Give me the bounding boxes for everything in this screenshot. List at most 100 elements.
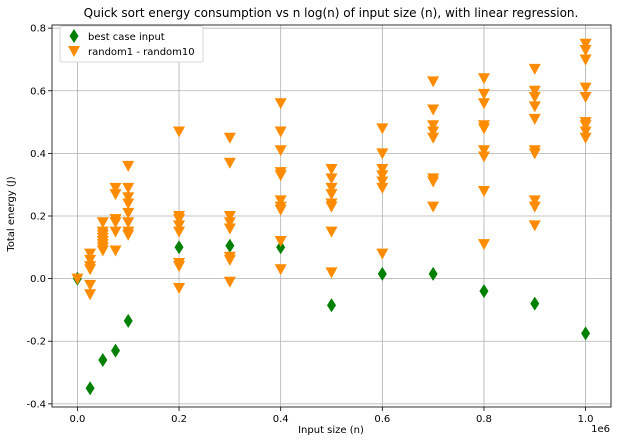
data-point-best-case	[581, 326, 591, 341]
data-point-random	[376, 248, 389, 260]
data-point-random	[528, 85, 541, 97]
data-point-random	[477, 145, 490, 157]
data-point-random	[84, 248, 97, 260]
axis-ticks: 0.0 0.2 0.4 0.6 0.8 1.0 -0.4 -0.2 0.0 0.2 0.4 0.6 0.…	[26, 24, 593, 425]
data-point-random	[376, 148, 389, 160]
data-point-random	[477, 239, 490, 251]
data-point-random	[477, 151, 490, 163]
data-point-best-case	[479, 284, 489, 299]
data-point-random	[274, 126, 287, 138]
x-tick-label: 1.0	[578, 414, 594, 425]
data-point-random	[579, 45, 592, 57]
y-tick-label: -0.4	[26, 399, 46, 410]
data-point-random	[96, 239, 109, 251]
x-axis-offset-label: 1e6	[591, 424, 610, 435]
data-point-best-case	[174, 240, 184, 255]
legend-marker-best-case	[69, 29, 79, 43]
data-point-random	[579, 54, 592, 66]
data-point-best-case	[276, 240, 286, 255]
data-point-random	[109, 226, 122, 238]
data-point-best-case	[327, 298, 336, 313]
data-point-random	[84, 289, 97, 301]
data-point-random	[376, 182, 389, 194]
data-point-random	[96, 229, 109, 241]
data-point-random	[173, 261, 186, 273]
data-point-best-case	[428, 266, 438, 281]
data-point-best-case	[377, 266, 387, 281]
data-point-random	[173, 126, 186, 138]
data-point-random	[223, 217, 236, 229]
data-point-random	[579, 82, 592, 94]
data-point-random	[477, 185, 490, 197]
y-tick-label: -0.2	[26, 337, 46, 348]
data-point-random	[173, 220, 186, 232]
x-axis-label: Input size (n)	[298, 425, 364, 436]
data-point-random	[223, 211, 236, 222]
data-point-random	[122, 229, 135, 241]
data-point-random	[325, 189, 338, 201]
data-point-random	[376, 123, 389, 135]
y-tick-label: 0.6	[30, 86, 46, 97]
data-point-best-case	[111, 343, 121, 358]
data-point-random	[325, 173, 338, 185]
data-point-random	[223, 132, 236, 144]
data-point-random	[579, 132, 592, 144]
data-point-random	[122, 160, 135, 172]
data-point-random	[109, 217, 122, 229]
data-point-random	[84, 279, 97, 291]
data-point-random	[84, 254, 97, 266]
legend-marker-random	[68, 46, 80, 57]
data-point-random	[579, 126, 592, 138]
legend-diamond-marker	[69, 29, 79, 43]
data-point-random	[122, 207, 135, 219]
data-marks	[71, 38, 592, 396]
data-point-random	[427, 132, 440, 144]
data-point-random	[325, 182, 338, 194]
data-point-best-case	[123, 313, 133, 328]
data-point-random	[427, 104, 440, 116]
data-point-best-case	[85, 381, 95, 396]
data-point-random	[528, 201, 541, 213]
data-point-random	[96, 217, 109, 229]
y-axis-label: Total energy (J)	[6, 176, 17, 252]
y-tick-label: 0.2	[30, 212, 46, 223]
legend: best case input random1 - random10	[59, 25, 204, 63]
data-point-random	[477, 98, 490, 110]
data-point-random	[274, 204, 287, 216]
data-point-random	[122, 192, 135, 204]
legend-box	[59, 25, 204, 63]
data-point-random	[109, 245, 122, 257]
data-point-random	[376, 164, 389, 176]
x-tick-label: 0.0	[69, 414, 85, 425]
data-point-random	[528, 92, 541, 104]
data-point-random	[274, 98, 287, 110]
x-tick-label: 0.2	[171, 414, 187, 425]
data-point-random	[274, 236, 287, 248]
data-point-random	[427, 126, 440, 138]
data-point-random	[274, 170, 287, 182]
data-point-random	[71, 273, 84, 285]
data-point-random	[223, 223, 236, 235]
data-point-random	[109, 189, 122, 201]
data-point-random	[579, 38, 592, 50]
data-point-random	[477, 123, 490, 135]
x-tick-label: 0.4	[273, 414, 289, 425]
data-point-random	[477, 73, 490, 85]
data-point-random	[223, 276, 236, 288]
data-point-random	[122, 198, 135, 210]
data-point-random	[528, 220, 541, 232]
data-point-random	[427, 176, 440, 188]
data-point-random	[223, 157, 236, 169]
data-point-random	[325, 226, 338, 238]
legend-label-random: random1 - random10	[88, 47, 195, 58]
data-point-random	[122, 217, 135, 229]
data-point-random	[84, 264, 97, 276]
data-point-random	[223, 254, 236, 266]
data-point-random	[579, 120, 592, 132]
data-point-random	[528, 113, 541, 125]
data-point-random	[325, 267, 338, 279]
data-point-random	[528, 101, 541, 113]
data-point-random	[427, 76, 440, 88]
data-point-random	[173, 214, 186, 226]
